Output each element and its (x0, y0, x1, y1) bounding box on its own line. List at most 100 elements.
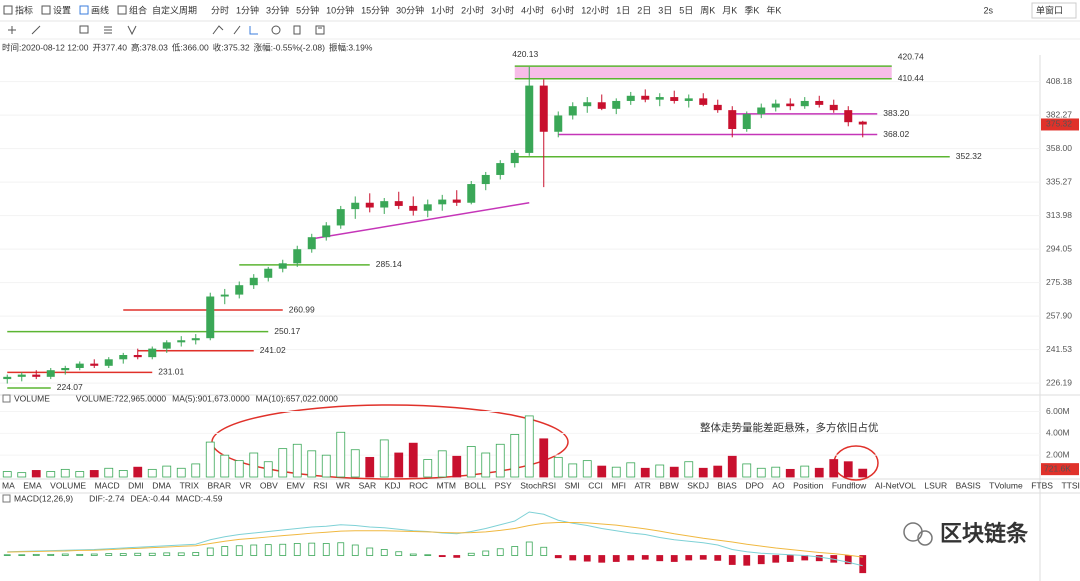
indicator-tab[interactable]: DPO (745, 480, 764, 490)
indicator-tab[interactable]: StochRSI (520, 480, 556, 490)
indicator-tab[interactable]: SKDJ (687, 480, 709, 490)
indicator-tab[interactable]: WR (336, 480, 350, 490)
volume-bar (481, 452, 491, 478)
indicator-tab[interactable]: EMA (23, 480, 42, 490)
indicator-tab[interactable]: SAR (359, 480, 376, 490)
macd-bar (772, 555, 780, 563)
indicator-tab[interactable]: Position (793, 480, 824, 490)
candle-body (699, 98, 708, 105)
indicator-tab[interactable]: ROC (409, 480, 428, 490)
period-button[interactable]: 月K (722, 5, 737, 15)
period-button[interactable]: 5分钟 (296, 4, 319, 15)
period-button[interactable]: 3日 (658, 5, 672, 15)
candle-body (525, 85, 534, 153)
y-tick-label: 226.19 (1046, 377, 1072, 387)
indicator-tab[interactable]: BIAS (717, 480, 737, 490)
period-button[interactable]: 自定义周期 (152, 4, 197, 15)
macd-bar (76, 553, 84, 556)
macd-bar (554, 555, 562, 559)
refresh-rate[interactable]: 2s (983, 5, 993, 15)
indicator-tab[interactable]: AI-NetVOL (875, 480, 916, 490)
candle-body (75, 363, 84, 368)
indicator-tab[interactable]: Fundflow (832, 480, 867, 490)
period-button[interactable]: 2小时 (461, 4, 484, 15)
candle-body (61, 367, 70, 371)
panel-icon (2, 494, 11, 503)
candle-body (786, 103, 795, 107)
tool-button[interactable]: 指标 (15, 4, 33, 15)
info-item: 振幅:3.19% (329, 42, 373, 52)
macd-bar (409, 553, 417, 556)
indicator-tab[interactable]: PSY (495, 480, 512, 490)
volume-bar (553, 456, 563, 478)
candle-body (133, 355, 142, 358)
macd-bar (148, 552, 156, 556)
period-button[interactable]: 6小时 (551, 4, 574, 15)
indicator-tab[interactable]: MA (2, 480, 15, 490)
macd-bar (90, 553, 98, 556)
icon-circle (917, 530, 933, 546)
period-button[interactable]: 10分钟 (326, 4, 354, 15)
period-button[interactable]: 1日 (616, 5, 630, 15)
indicator-tab[interactable]: ATR (635, 480, 651, 490)
indicator-tab[interactable]: VR (240, 480, 252, 490)
volume-bar (800, 465, 810, 478)
period-button[interactable]: 3小时 (491, 4, 514, 15)
indicator-tab[interactable]: MACD (95, 480, 120, 490)
window-button[interactable]: 单窗口 (1036, 4, 1063, 15)
indicator-tab[interactable]: LSUR (924, 480, 947, 490)
period-button[interactable]: 3分钟 (266, 4, 289, 15)
indicator-tab[interactable]: EMV (286, 480, 305, 490)
period-button[interactable]: 分时 (211, 4, 229, 15)
period-button[interactable]: 1分钟 (236, 4, 259, 15)
macd-bar (264, 544, 272, 556)
indicator-tab[interactable]: VOLUME (50, 480, 86, 490)
indicator-tab[interactable]: TVolume (989, 480, 1023, 490)
indicator-tab[interactable]: BBW (659, 480, 678, 490)
period-button[interactable]: 1小时 (431, 4, 454, 15)
macd-bar (859, 555, 867, 574)
period-button[interactable]: 年K (766, 4, 781, 15)
period-button[interactable]: 季K (744, 4, 759, 15)
candle-body (235, 285, 244, 295)
volume-bar (814, 467, 824, 478)
candle-body (641, 95, 650, 100)
indicator-tab[interactable]: FTBS (1031, 480, 1053, 490)
macd-bar (757, 555, 765, 565)
indicator-tab[interactable]: CCI (588, 480, 603, 490)
watermark-icon (903, 522, 933, 546)
tool-button[interactable]: 画线 (91, 4, 109, 15)
macd-bar (351, 544, 359, 556)
period-button[interactable]: 12小时 (581, 4, 609, 15)
indicator-tab[interactable]: BOLL (464, 480, 486, 490)
period-button[interactable]: 2日 (637, 5, 651, 15)
indicator-tab[interactable]: TRIX (180, 480, 200, 490)
period-button[interactable]: 4小时 (521, 4, 544, 15)
candle-body (815, 100, 824, 105)
indicator-tab[interactable]: MFI (611, 480, 626, 490)
tool-button[interactable]: 设置 (53, 5, 71, 15)
period-button[interactable]: 5日 (679, 5, 693, 15)
period-button[interactable]: 30分钟 (396, 4, 424, 15)
indicator-tab[interactable]: TTSI (1061, 480, 1079, 490)
period-button[interactable]: 周K (700, 5, 715, 15)
macd-bar (395, 551, 403, 556)
indicator-tab[interactable]: DMA (152, 480, 171, 490)
indicator-tab[interactable]: OBV (260, 480, 278, 490)
indicator-tab[interactable]: MTM (437, 480, 456, 490)
candle-body (481, 174, 490, 185)
period-button[interactable]: 15分钟 (361, 4, 389, 15)
tool-button[interactable]: 组合 (129, 4, 147, 15)
level-label: 352.32 (956, 151, 982, 161)
y-tick-label: 313.98 (1046, 210, 1072, 220)
volume-bar (89, 470, 99, 478)
info-item: 开377.40 (92, 42, 127, 52)
indicator-tab[interactable]: BRAR (207, 480, 231, 490)
macd-bar (714, 555, 722, 561)
indicator-tab[interactable]: AO (772, 480, 785, 490)
indicator-tab[interactable]: RSI (313, 480, 327, 490)
indicator-tab[interactable]: SMI (565, 480, 580, 490)
indicator-tab[interactable]: DMI (128, 480, 144, 490)
indicator-tab[interactable]: KDJ (385, 480, 401, 490)
indicator-tab[interactable]: BASIS (956, 480, 981, 490)
